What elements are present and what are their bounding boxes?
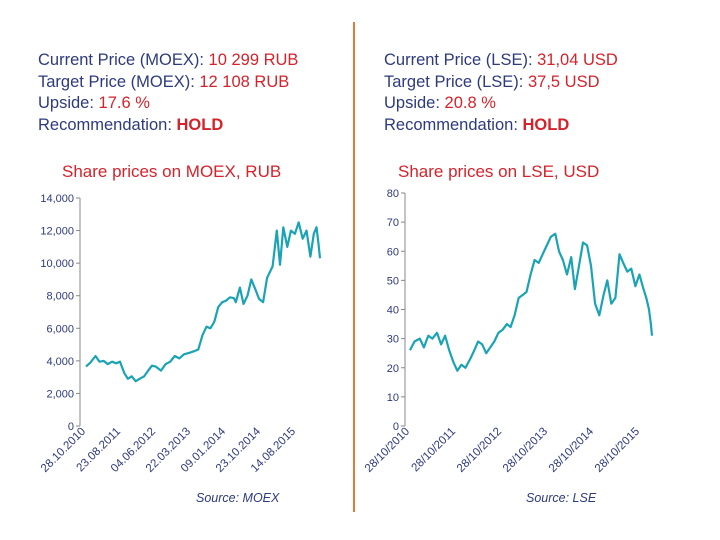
- moex-current-price-value: 10 299 RUB: [208, 51, 299, 69]
- lse-target-price-value: 37,5 USD: [527, 72, 600, 91]
- lse-recommendation-label: Recommendation:: [384, 115, 523, 134]
- lse-x-tick-label: 28/10/2013: [501, 426, 550, 475]
- lse-recommendation: Recommendation: HOLD: [384, 115, 704, 137]
- lse-summary: Current Price (LSE): 31,04 USD Target Pr…: [384, 50, 704, 136]
- lse-x-tick-label: 28/10/2010: [363, 426, 412, 475]
- lse-source: Source: LSE: [526, 491, 597, 505]
- moex-current-price: Current Price (MOEX): 10 299 RUB: [38, 50, 358, 72]
- lse-y-tick-label: 0: [393, 421, 399, 433]
- moex-y-tick-label: 0: [68, 421, 74, 433]
- lse-target-price: Target Price (LSE): 37,5 USD: [384, 72, 704, 94]
- lse-y-tick-label: 10: [387, 392, 399, 404]
- moex-y-tick-label: 6,000: [46, 323, 74, 335]
- moex-y-tick-label: 8,000: [46, 291, 74, 303]
- panel-divider: [353, 22, 355, 512]
- moex-recommendation-label: Recommendation:: [38, 115, 177, 134]
- moex-recommendation: Recommendation: HOLD: [38, 115, 358, 137]
- moex-upside-label: Upside:: [38, 94, 99, 112]
- lse-current-price-value: 31,04 USD: [537, 51, 618, 69]
- lse-series-line: [409, 232, 654, 372]
- moex-y-tick-label: 2,000: [46, 388, 74, 400]
- lse-upside-value: 20.8 %: [444, 94, 496, 112]
- moex-y-tick-label: 10,000: [40, 258, 74, 270]
- lse-y-tick-label: 60: [387, 246, 399, 258]
- moex-recommendation-value: HOLD: [176, 115, 224, 134]
- moex-summary: Current Price (MOEX): 10 299 RUB Target …: [38, 50, 358, 136]
- lse-chart-title: Share prices on LSE, USD: [398, 162, 600, 181]
- lse-y-tick-label: 30: [387, 334, 399, 346]
- moex-y-tick-label: 4,000: [46, 356, 74, 368]
- lse-x-tick-label: 28/10/2014: [547, 425, 597, 475]
- lse-y-tick-label: 70: [387, 217, 399, 229]
- lse-x-tick-label: 28/10/2012: [455, 426, 504, 475]
- moex-y-tick-label: 14,000: [40, 193, 74, 205]
- lse-upside: Upside: 20.8 %: [384, 93, 704, 115]
- moex-upside: Upside: 17.6 %: [38, 93, 358, 115]
- lse-x-tick-label: 28/10/2011: [410, 426, 459, 475]
- lse-current-price-label: Current Price (LSE):: [384, 51, 538, 69]
- moex-y-tick-label: 12,000: [40, 226, 74, 238]
- lse-y-tick-label: 20: [387, 363, 399, 375]
- moex-source: Source: MOEX: [196, 491, 280, 505]
- moex-series-line: [85, 221, 322, 383]
- lse-recommendation-value: HOLD: [522, 115, 570, 134]
- lse-y-tick-label: 50: [387, 275, 399, 287]
- lse-x-tick-label: 28/10/2015: [593, 426, 642, 475]
- moex-target-price-value: 12 108 RUB: [199, 72, 290, 91]
- lse-y-tick-label: 40: [387, 305, 399, 317]
- moex-current-price-label: Current Price (MOEX):: [38, 51, 209, 69]
- moex-share-price-chart: 02,0004,0006,0008,00010,00012,00014,0002…: [39, 193, 322, 475]
- moex-target-price-label: Target Price (MOEX):: [38, 72, 200, 91]
- lse-target-price-label: Target Price (LSE):: [384, 72, 528, 91]
- lse-y-tick-label: 80: [387, 188, 399, 200]
- moex-target-price: Target Price (MOEX): 12 108 RUB: [38, 72, 358, 94]
- lse-upside-label: Upside:: [384, 94, 445, 112]
- moex-chart-title: Share prices on MOEX, RUB: [62, 162, 282, 181]
- lse-current-price: Current Price (LSE): 31,04 USD: [384, 50, 704, 72]
- moex-upside-value: 17.6 %: [98, 94, 150, 112]
